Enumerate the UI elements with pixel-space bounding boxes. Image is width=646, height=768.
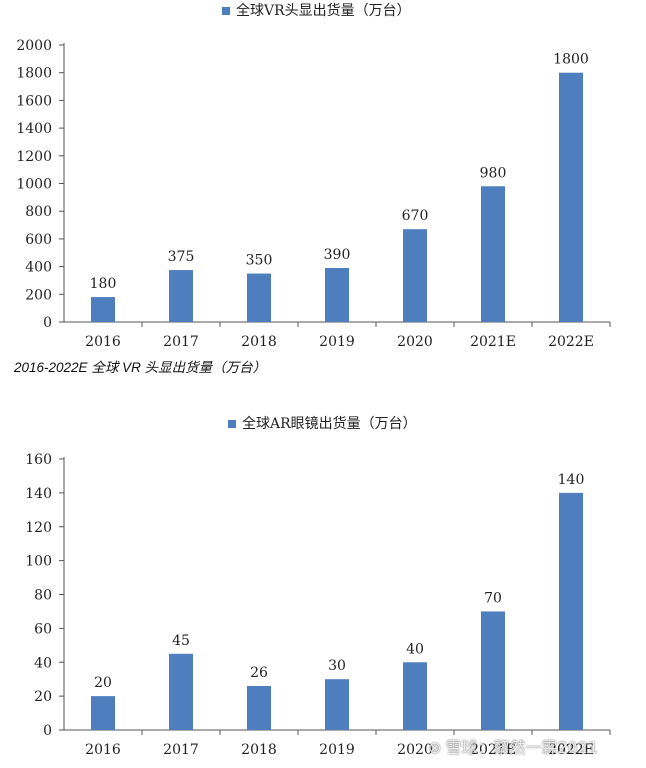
y-tick-label: 1600 bbox=[16, 93, 52, 109]
bar-value-label: 26 bbox=[250, 665, 268, 681]
bar bbox=[91, 696, 115, 730]
y-tick-label: 60 bbox=[34, 621, 52, 637]
bar bbox=[169, 653, 193, 730]
watermark-text: 雪球：黎然一霖2021 bbox=[445, 738, 599, 757]
y-tick-label: 800 bbox=[25, 204, 52, 220]
bar-value-label: 980 bbox=[480, 165, 507, 181]
chart-caption: 2016-2022E 全球 VR 头显出货量（万台） bbox=[14, 360, 267, 375]
x-tick-label: 2016 bbox=[85, 334, 121, 350]
ar-chart-svg: 全球AR眼镜出货量（万台） 0 20 40 60 80 100 120 140 160 20 2016… bbox=[25, 415, 611, 758]
bar-value-label: 390 bbox=[324, 247, 351, 263]
bar-value-label: 180 bbox=[90, 276, 117, 292]
y-tick-label: 80 bbox=[34, 588, 52, 604]
x-tick-label: 2019 bbox=[319, 742, 355, 758]
y-tick-label: 400 bbox=[25, 260, 52, 276]
bar bbox=[481, 611, 505, 730]
y-tick-label: 100 bbox=[25, 554, 52, 570]
x-tick-label: 2021E bbox=[470, 334, 516, 350]
y-tick-label: 1000 bbox=[16, 177, 52, 193]
x-tick-label: 2016 bbox=[85, 742, 121, 758]
bar bbox=[481, 186, 505, 322]
y-tick-label: 20 bbox=[34, 689, 52, 705]
x-tick-label: 2017 bbox=[163, 742, 199, 758]
x-tick-label: 2021E bbox=[470, 742, 516, 758]
bar-value-label: 70 bbox=[484, 590, 502, 606]
bar bbox=[559, 72, 583, 322]
x-tick-label: 2020 bbox=[397, 742, 433, 758]
x-tick-label: 2020 bbox=[397, 334, 433, 350]
y-tick-label: 140 bbox=[25, 486, 52, 502]
bar bbox=[325, 679, 349, 730]
x-tick-label: 2018 bbox=[241, 742, 277, 758]
bar-value-label: 140 bbox=[558, 472, 585, 488]
snowball-logo-icon: ⊗ bbox=[428, 738, 442, 757]
legend-label: 全球VR头显出货量（万台） bbox=[236, 2, 411, 19]
bar-value-label: 40 bbox=[406, 641, 424, 657]
x-tick-label: 2022E bbox=[548, 334, 594, 350]
y-tick-label: 2000 bbox=[16, 38, 52, 54]
bar-value-label: 350 bbox=[246, 253, 273, 269]
bar-value-label: 45 bbox=[172, 633, 190, 649]
bar-value-label: 20 bbox=[94, 675, 112, 691]
y-tick-label: 1400 bbox=[16, 121, 52, 137]
vr-chart-svg: 全球VR头显出货量（万台） 0 200 400 600 800 1000 1200 1400 16… bbox=[16, 2, 611, 350]
bar-value-label: 1800 bbox=[553, 52, 589, 68]
ar-shipments-chart: 全球AR眼镜出货量（万台） 0 20 40 60 80 100 120 140 160 20 2016… bbox=[0, 410, 646, 764]
legend-label: 全球AR眼镜出货量（万台） bbox=[242, 415, 417, 432]
y-tick-label: 0 bbox=[43, 315, 52, 331]
x-tick-label: 2019 bbox=[319, 334, 355, 350]
y-tick-label: 0 bbox=[43, 723, 52, 739]
y-tick-label: 1200 bbox=[16, 149, 52, 165]
bar bbox=[403, 229, 427, 322]
y-tick-label: 1800 bbox=[16, 66, 52, 82]
x-tick-label: 2018 bbox=[241, 334, 277, 350]
bar-value-label: 375 bbox=[168, 249, 195, 265]
y-tick-label: 120 bbox=[25, 520, 52, 536]
bar bbox=[91, 297, 115, 322]
y-tick-label: 40 bbox=[34, 655, 52, 671]
x-tick-label: 2017 bbox=[163, 334, 199, 350]
watermark: ⊗ 雪球：黎然一霖2021 bbox=[428, 734, 598, 758]
y-tick-label: 160 bbox=[25, 452, 52, 468]
legend-swatch bbox=[222, 7, 230, 15]
y-tick-label: 200 bbox=[25, 287, 52, 303]
bar bbox=[325, 267, 349, 322]
bar-value-label: 670 bbox=[402, 208, 429, 224]
bar bbox=[247, 685, 271, 730]
bar bbox=[403, 662, 427, 730]
bar bbox=[169, 270, 193, 322]
x-tick-label: 2022E bbox=[548, 742, 594, 758]
bar bbox=[559, 492, 583, 730]
legend-swatch bbox=[228, 420, 236, 428]
y-tick-label: 600 bbox=[25, 232, 52, 248]
vr-shipments-chart: 全球VR头显出货量（万台） 0 200 400 600 800 1000 1200 1400 16… bbox=[0, 0, 646, 352]
bar-value-label: 30 bbox=[328, 658, 346, 674]
bar bbox=[247, 273, 271, 322]
